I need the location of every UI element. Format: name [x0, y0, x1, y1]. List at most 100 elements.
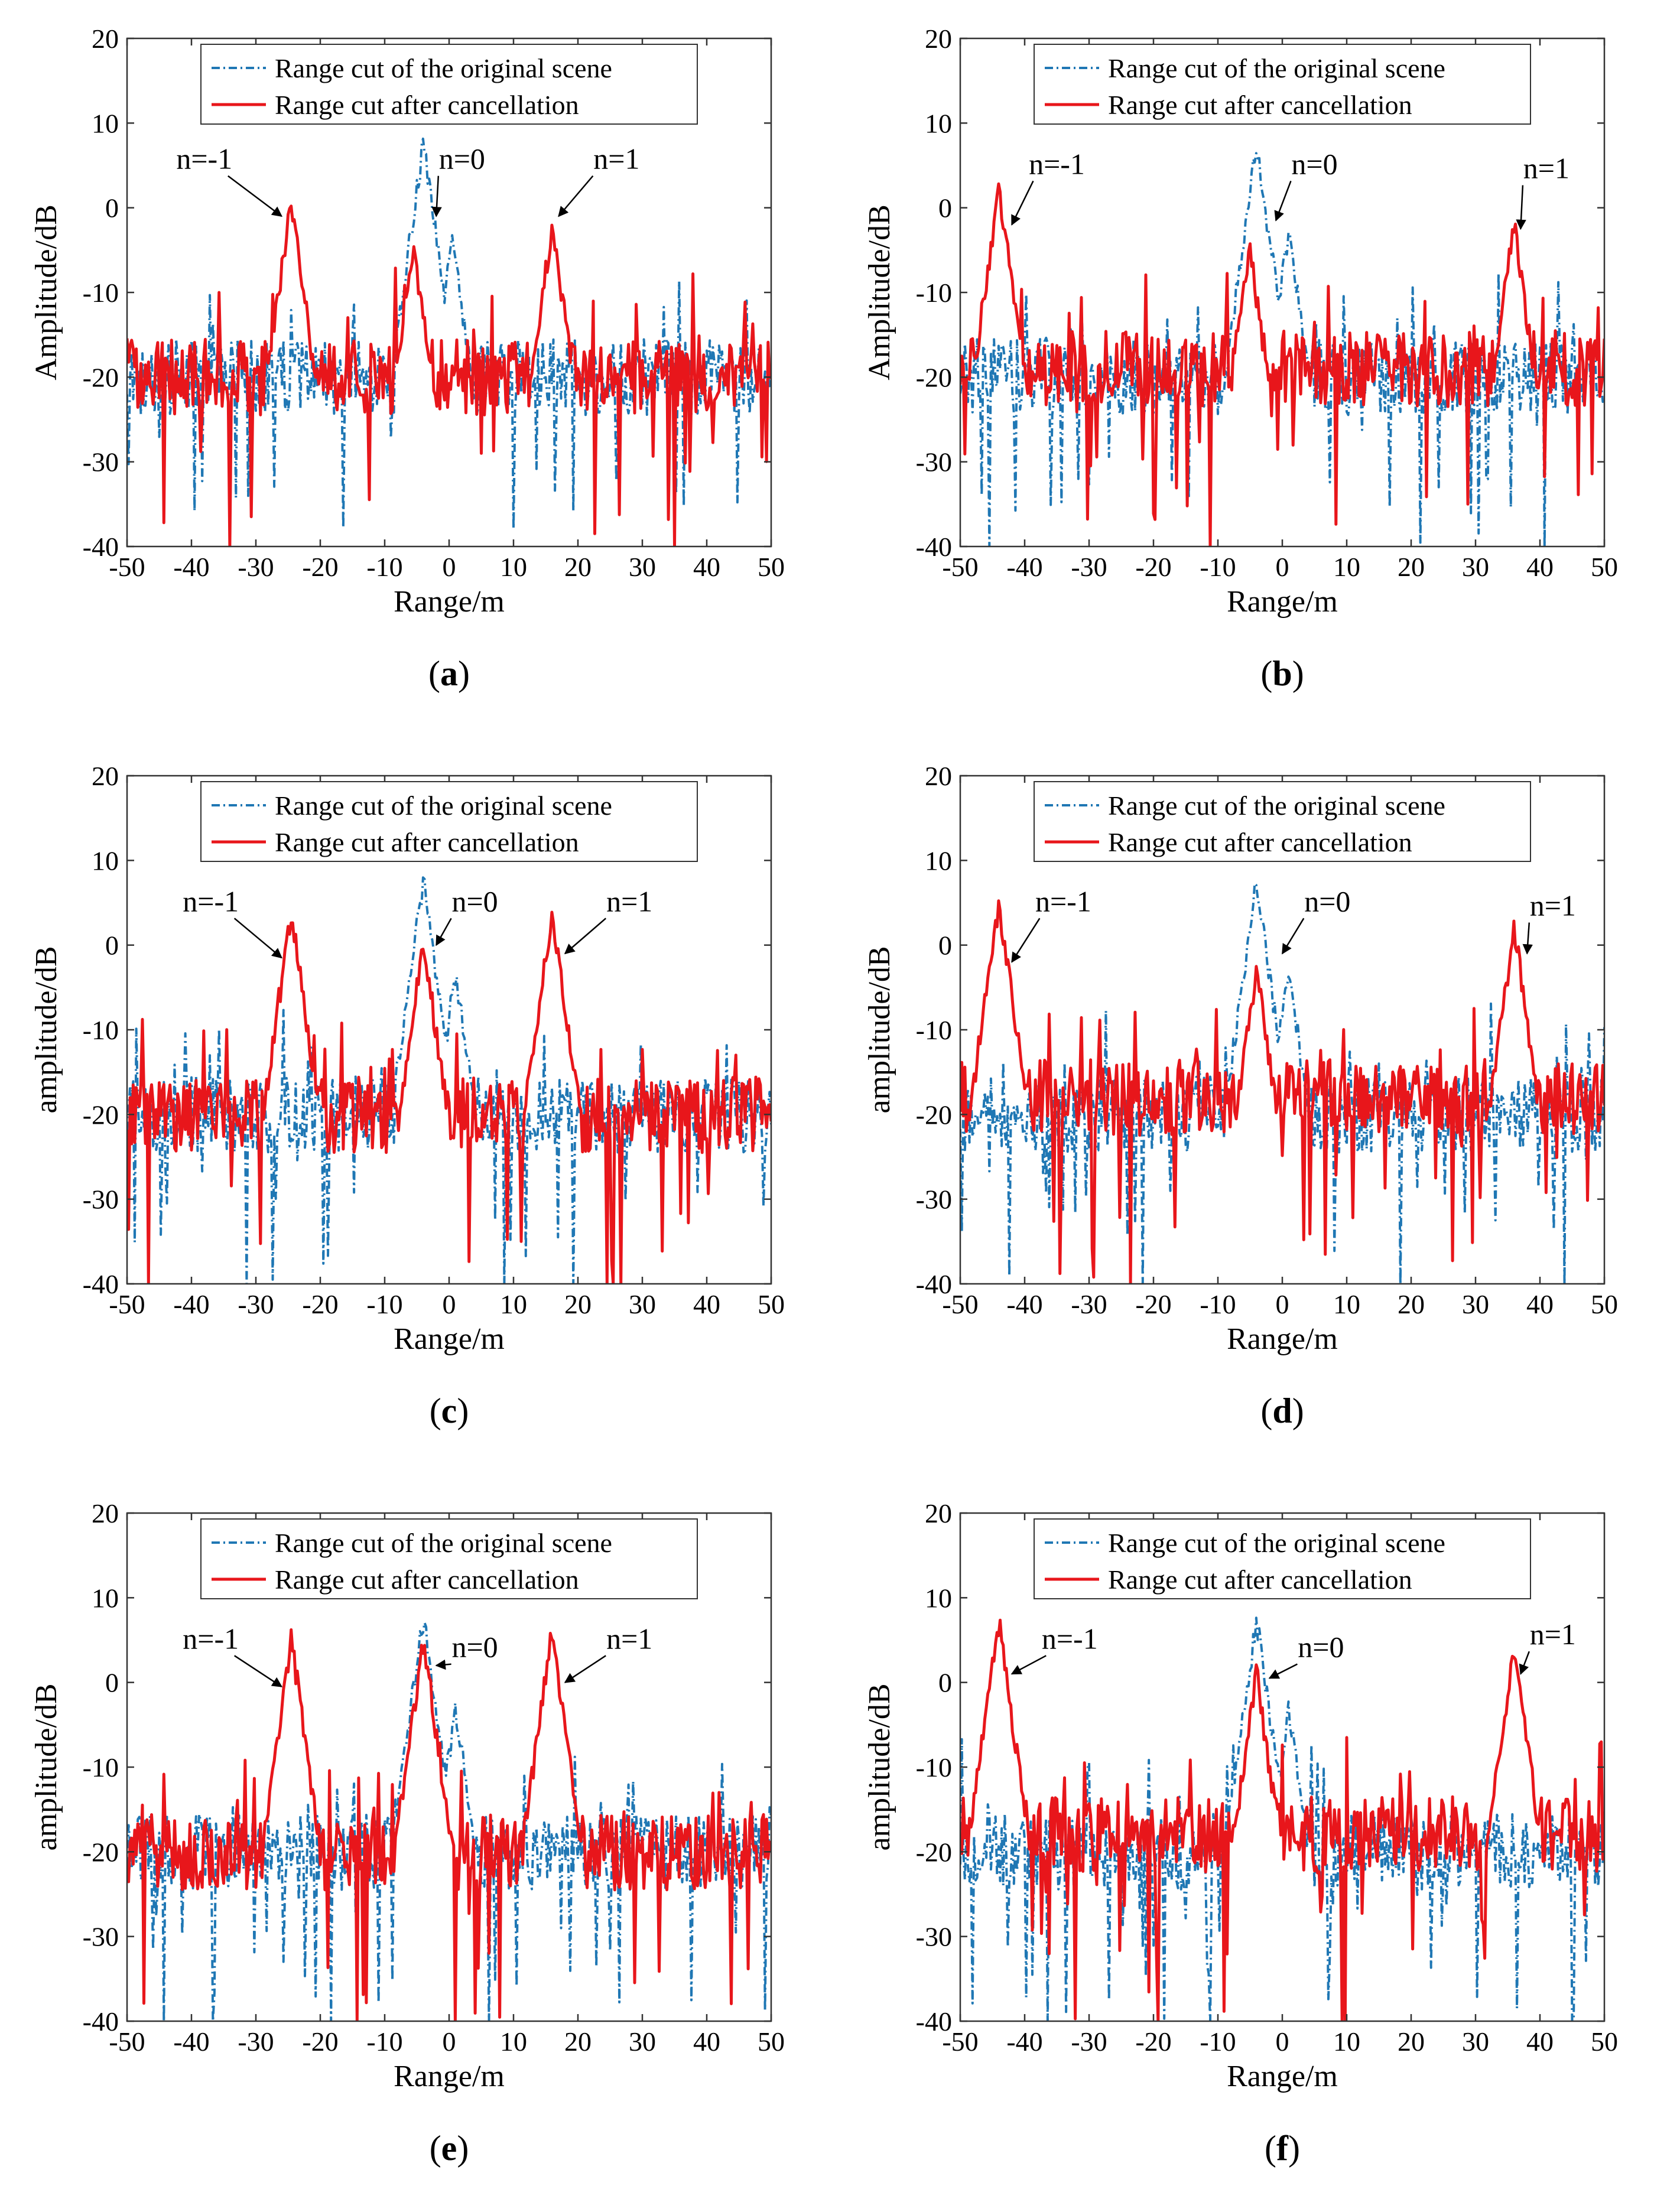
- x-tick-label: -50: [942, 552, 978, 582]
- legend-entry: Range cut after cancellation: [1108, 1564, 1412, 1595]
- legend-entry: Range cut of the original scene: [1108, 1528, 1445, 1558]
- x-tick-label: -40: [1006, 552, 1042, 582]
- y-axis-label: amplitude/dB: [30, 1683, 63, 1850]
- x-tick-label: 30: [1462, 2026, 1489, 2057]
- x-tick-label: -40: [173, 1289, 209, 1319]
- x-tick-label: 50: [1591, 552, 1618, 582]
- panel-caption: (e): [430, 2129, 469, 2168]
- legend-entry: Range cut of the original scene: [1108, 53, 1445, 83]
- y-tick-label: 0: [105, 193, 119, 223]
- x-tick-label: -50: [109, 1289, 145, 1319]
- chart-d: -50 -40 -30 -20 -10 0 10 20 30 40 50-40-30-20-1001…: [863, 761, 1618, 1430]
- x-tick-label: -50: [942, 1289, 978, 1319]
- series-line-cancelled: [960, 899, 1604, 1284]
- x-tick-label: 40: [693, 552, 720, 582]
- series-line-cancelled: [127, 910, 771, 1284]
- x-tick-label: -10: [1200, 552, 1236, 582]
- x-axis-label: Range/m: [1227, 2060, 1338, 2093]
- x-tick-label: 0: [443, 552, 456, 582]
- panel-caption: (c): [430, 1391, 469, 1430]
- series-line-cancelled: [960, 1618, 1604, 2021]
- x-tick-label: -30: [238, 2026, 274, 2057]
- annotation-label: n=0: [1291, 147, 1337, 180]
- chart-e: -50 -40 -30 -20 -10 0 10 20 30 40 50-40-30-20-1001…: [30, 1498, 785, 2168]
- panel-f: -50 -40 -30 -20 -10 0 10 20 30 40 50 -40 -30 -20 -10 0 1…: [833, 1475, 1666, 2212]
- annotation-arrow: [233, 918, 282, 959]
- annotation-arrow: [228, 175, 282, 217]
- x-tick-label: -20: [1135, 552, 1171, 582]
- y-tick-label: 20: [92, 24, 119, 54]
- annotation-label: n=0: [451, 1631, 498, 1664]
- x-tick-label: 10: [1333, 1289, 1360, 1319]
- annotation-label: n=-1: [176, 142, 232, 175]
- legend-entry: Range cut after cancellation: [1108, 90, 1412, 120]
- y-tick-label: 0: [938, 1668, 952, 1698]
- y-tick-label: 0: [105, 931, 119, 961]
- annotation-label: n=1: [1530, 1618, 1576, 1651]
- annotation-arrow: [431, 175, 442, 217]
- y-tick-label: -40: [83, 1269, 119, 1299]
- y-tick-label: -30: [916, 1922, 952, 1952]
- x-tick-label: -40: [173, 552, 209, 582]
- x-tick-label: -10: [1200, 2026, 1236, 2057]
- annotation-label: n=0: [439, 142, 485, 175]
- y-tick-label: 10: [925, 108, 952, 138]
- y-tick-label: -20: [83, 1837, 119, 1867]
- x-tick-label: -50: [942, 2026, 978, 2057]
- legend-entry: Range cut of the original scene: [275, 791, 612, 821]
- annotation-label: n=-1: [183, 1622, 239, 1655]
- x-tick-label: -30: [238, 1289, 274, 1319]
- x-tick-label: 50: [1591, 1289, 1618, 1319]
- x-tick-label: -30: [1071, 552, 1107, 582]
- x-tick-label: 0: [443, 1289, 456, 1319]
- y-tick-label: -40: [916, 1269, 952, 1299]
- y-axis-label: amplitude/dB: [30, 946, 63, 1113]
- panel-d: -50 -40 -30 -20 -10 0 10 20 30 40 50 -40 -30 -20 -10 0 1…: [833, 737, 1666, 1475]
- y-tick-label: -20: [916, 1837, 952, 1867]
- legend: Range cut of the original scene Range cut…: [200, 44, 698, 125]
- annotation-arrow: [1516, 185, 1526, 230]
- x-tick-label: 40: [1526, 552, 1554, 582]
- x-tick-label: -20: [1135, 1289, 1171, 1319]
- y-tick-label: -10: [916, 278, 952, 308]
- legend-entry: Range cut of the original scene: [275, 53, 612, 83]
- x-tick-label: -20: [302, 2026, 338, 2057]
- y-tick-label: 20: [925, 761, 952, 791]
- x-tick-label: 30: [629, 1289, 656, 1319]
- panel-a: -50 -40 -30 -20 -10 0 10 20 30 40 50 -40 -30 -20 -10 0 1…: [0, 0, 833, 737]
- y-tick-label: 10: [92, 1583, 119, 1613]
- y-tick-label: 0: [105, 1668, 119, 1698]
- x-tick-label: 30: [1462, 1289, 1489, 1319]
- annotation-label: n=1: [1530, 889, 1576, 922]
- x-axis-label: Range/m: [394, 585, 505, 619]
- y-tick-label: -30: [83, 1185, 119, 1215]
- panel-caption: (f): [1265, 2129, 1300, 2168]
- y-tick-label: 0: [938, 931, 952, 961]
- annotation-arrow: [564, 918, 607, 955]
- panel-caption: (b): [1260, 654, 1304, 693]
- annotation-label: n=-1: [183, 884, 239, 918]
- series-line-original: [127, 1621, 771, 2021]
- x-tick-label: 20: [564, 1289, 592, 1319]
- chart-b: -50 -40 -30 -20 -10 0 10 20 30 40 50-40-30-20-1001…: [863, 24, 1618, 693]
- x-tick-label: 20: [1398, 552, 1425, 582]
- x-tick-label: -40: [1006, 2026, 1042, 2057]
- x-tick-label: 10: [1333, 552, 1360, 582]
- x-tick-label: 20: [564, 2026, 592, 2057]
- panel-caption: (d): [1260, 1391, 1304, 1430]
- x-tick-label: 10: [1333, 2026, 1360, 2057]
- annotation-arrow: [1268, 1663, 1298, 1679]
- legend: Range cut of the original scene Range cut…: [1034, 781, 1531, 862]
- series-line-original: [127, 137, 771, 530]
- annotation-arrow: [234, 1655, 283, 1687]
- x-tick-label: -30: [1071, 2026, 1107, 2057]
- annotation-label: n=0: [1298, 1631, 1344, 1664]
- annotation-arrow: [564, 1655, 606, 1683]
- y-tick-label: -10: [916, 1015, 952, 1045]
- y-tick-label: -20: [83, 362, 119, 392]
- x-tick-label: -50: [109, 552, 145, 582]
- x-tick-label: 30: [629, 2026, 656, 2057]
- legend-entry: Range cut after cancellation: [275, 1564, 579, 1595]
- legend-entry: Range cut after cancellation: [275, 90, 579, 120]
- y-tick-label: -10: [83, 1752, 119, 1782]
